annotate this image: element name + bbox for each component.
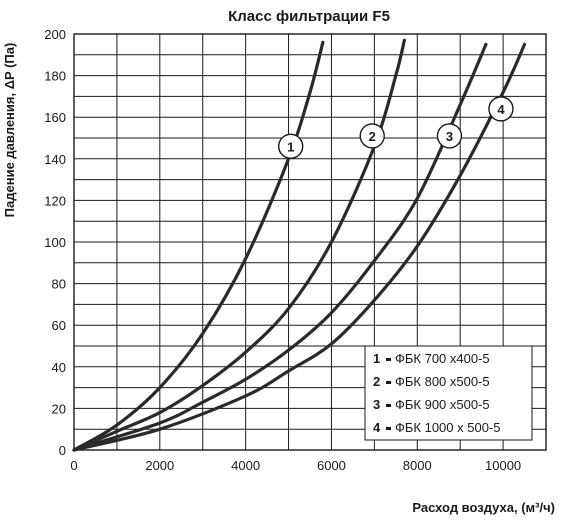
y-tick-label: 20: [52, 401, 66, 416]
legend-number: 3: [373, 397, 380, 412]
x-tick-label: 0: [70, 458, 77, 473]
marker-circle: [488, 96, 514, 122]
legend-dash: [386, 381, 391, 384]
legend-number: 4: [373, 420, 381, 435]
legend-number: 1: [373, 351, 380, 366]
y-tick-label: 60: [52, 318, 66, 333]
x-axis-ticks: 0 2000 4000 6000 8000 10000: [70, 458, 521, 473]
legend-entry: ФБК 1000 х 500-5: [395, 420, 501, 435]
series-markers: 1 2 3 4: [277, 96, 514, 160]
x-tick-label: 4000: [231, 458, 260, 473]
y-tick-label: 160: [44, 110, 66, 125]
y-tick-label: 100: [44, 235, 66, 250]
y-tick-label: 80: [52, 277, 66, 292]
series-marker-3: 3: [436, 123, 463, 149]
legend-number: 2: [373, 374, 380, 389]
legend-dash: [386, 404, 391, 407]
y-tick-label: 40: [52, 360, 66, 375]
marker-label: 2: [369, 129, 376, 144]
x-tick-label: 10000: [485, 458, 521, 473]
series-marker-2: 2: [359, 123, 385, 149]
x-tick-label: 2000: [145, 458, 174, 473]
y-tick-label: 120: [44, 193, 66, 208]
series-line-4: [72, 42, 527, 452]
series-line-2: [72, 38, 406, 452]
legend-entry: ФБК 800 х500-5: [395, 374, 490, 389]
series-marker-1: 1: [277, 133, 304, 160]
y-tick-label: 200: [44, 27, 66, 42]
grid: [73, 33, 547, 451]
x-tick-label: 6000: [317, 458, 346, 473]
marker-label: 4: [497, 102, 505, 117]
x-axis-label: Расход воздуха, (м³/ч): [412, 500, 555, 515]
marker-label: 3: [446, 129, 453, 144]
y-axis-label: Падение давления, ΔP (Па): [2, 43, 17, 218]
y-tick-label: 180: [44, 69, 66, 84]
y-axis-ticks: 0 20 40 60 80 100 120 140 160 180 200: [44, 27, 66, 458]
y-tick-label: 140: [44, 152, 66, 167]
x-tick-label: 8000: [403, 458, 432, 473]
legend-dash: [386, 358, 391, 361]
y-tick-label: 0: [59, 443, 66, 458]
legend-box: [364, 345, 533, 441]
marker-label: 1: [287, 139, 294, 154]
marker-circle: [359, 123, 385, 149]
series-line-1: [72, 40, 325, 452]
marker-circle: [277, 133, 304, 160]
legend-dash: [386, 427, 391, 430]
legend: 1 ФБК 700 х400-5 2 ФБК 800 х500-5 3 ФБК 900 х…: [364, 345, 533, 441]
chart-title: Класс фильтрации F5: [228, 8, 390, 25]
legend-entry: ФБК 900 х500-5: [395, 397, 490, 412]
marker-circle: [436, 123, 463, 149]
legend-entry: ФБК 700 х400-5: [395, 351, 490, 366]
series-marker-4: 4: [488, 96, 514, 122]
